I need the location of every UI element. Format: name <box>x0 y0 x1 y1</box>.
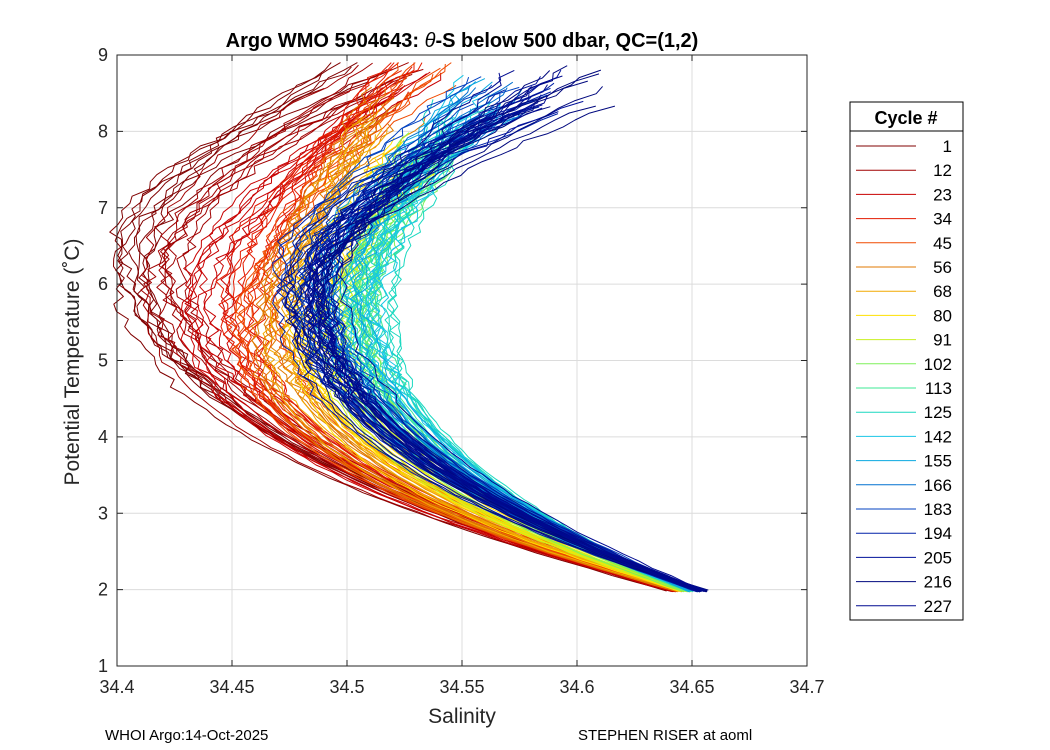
x-tick-label: 34.6 <box>559 677 594 697</box>
x-tick-label: 34.55 <box>439 677 484 697</box>
series-line-183 <box>323 93 704 591</box>
series-line-205 <box>315 110 706 593</box>
series-line-216 <box>301 105 708 593</box>
y-tick-label: 9 <box>98 45 108 65</box>
y-tick-label: 8 <box>98 121 108 141</box>
y-axis-label: Potential Temperature (˚C) <box>61 238 84 485</box>
series-line-68 <box>262 116 684 592</box>
footer-left: WHOI Argo:14-Oct-2025 <box>105 727 268 744</box>
x-axis-label: Salinity <box>428 705 496 728</box>
series-line-12 <box>156 72 679 592</box>
series-line-45 <box>231 62 683 591</box>
legend-label: 102 <box>924 355 952 374</box>
series-line-216 <box>282 106 709 591</box>
x-tick-label: 34.65 <box>669 677 714 697</box>
series-line-1 <box>113 62 669 592</box>
series-line-227 <box>327 69 706 591</box>
y-tick-label: 1 <box>98 656 108 676</box>
legend-label: 56 <box>933 258 952 277</box>
legend-label: 1 <box>943 137 952 156</box>
legend-label: 183 <box>924 500 952 519</box>
y-tick-label: 6 <box>98 274 108 294</box>
y-tick-label: 4 <box>98 427 108 447</box>
x-tick-label: 34.45 <box>209 677 254 697</box>
series-line-216 <box>285 105 707 593</box>
series-line-34 <box>245 66 677 592</box>
legend-entries: 1 12 23 34 45 56 68 80 91 102 113 125 142 155 166 183 19… <box>856 137 952 616</box>
legend-label: 113 <box>925 379 952 398</box>
series-line-56 <box>263 86 677 592</box>
legend-label: 227 <box>924 597 952 616</box>
legend-label: 12 <box>933 161 952 180</box>
series-group <box>109 62 709 593</box>
legend-label: 91 <box>933 331 952 350</box>
legend: Cycle # 1 12 23 34 45 56 68 80 91 102 113 125 142 155… <box>849 101 964 621</box>
legend-label: 155 <box>924 452 952 471</box>
ticks <box>116 54 808 667</box>
series-line-34 <box>224 62 676 592</box>
series-line-68 <box>307 114 685 592</box>
y-tick-label: 7 <box>98 198 108 218</box>
x-tick-label: 34.5 <box>329 677 364 697</box>
legend-label: 34 <box>933 210 952 229</box>
legend-label: 125 <box>924 403 952 422</box>
legend-label: 166 <box>924 476 952 495</box>
legend-title: Cycle # <box>874 108 937 128</box>
legend-label: 68 <box>933 282 952 301</box>
legend-label: 23 <box>933 185 952 204</box>
y-tick-label: 3 <box>98 503 108 523</box>
series-line-23 <box>184 87 678 591</box>
y-tick-label: 2 <box>98 580 108 600</box>
legend-label: 216 <box>924 573 952 592</box>
series-line-227 <box>306 109 700 593</box>
legend-label: 205 <box>924 548 952 567</box>
x-tick-label: 34.4 <box>99 677 134 697</box>
y-tick-label: 5 <box>98 351 108 371</box>
legend-label: 80 <box>933 306 952 325</box>
chart-title: Argo WMO 5904643: θ-S below 500 dbar, QC… <box>226 30 699 52</box>
legend-label: 45 <box>933 234 952 253</box>
series-line-142 <box>367 74 690 593</box>
x-tick-labels: 34.4 34.45 34.5 34.55 34.6 34.65 34.7 <box>99 677 824 697</box>
x-tick-label: 34.7 <box>789 677 824 697</box>
legend-label: 194 <box>924 524 952 543</box>
legend-label: 142 <box>924 427 952 446</box>
series-line-45 <box>262 67 677 592</box>
footer-right: STEPHEN RISER at aoml <box>578 727 752 744</box>
series-line-56 <box>273 102 683 592</box>
series-line-205 <box>286 111 702 593</box>
series-line-12 <box>142 91 676 591</box>
y-tick-labels: 1 2 3 4 5 6 7 8 9 <box>98 45 108 676</box>
